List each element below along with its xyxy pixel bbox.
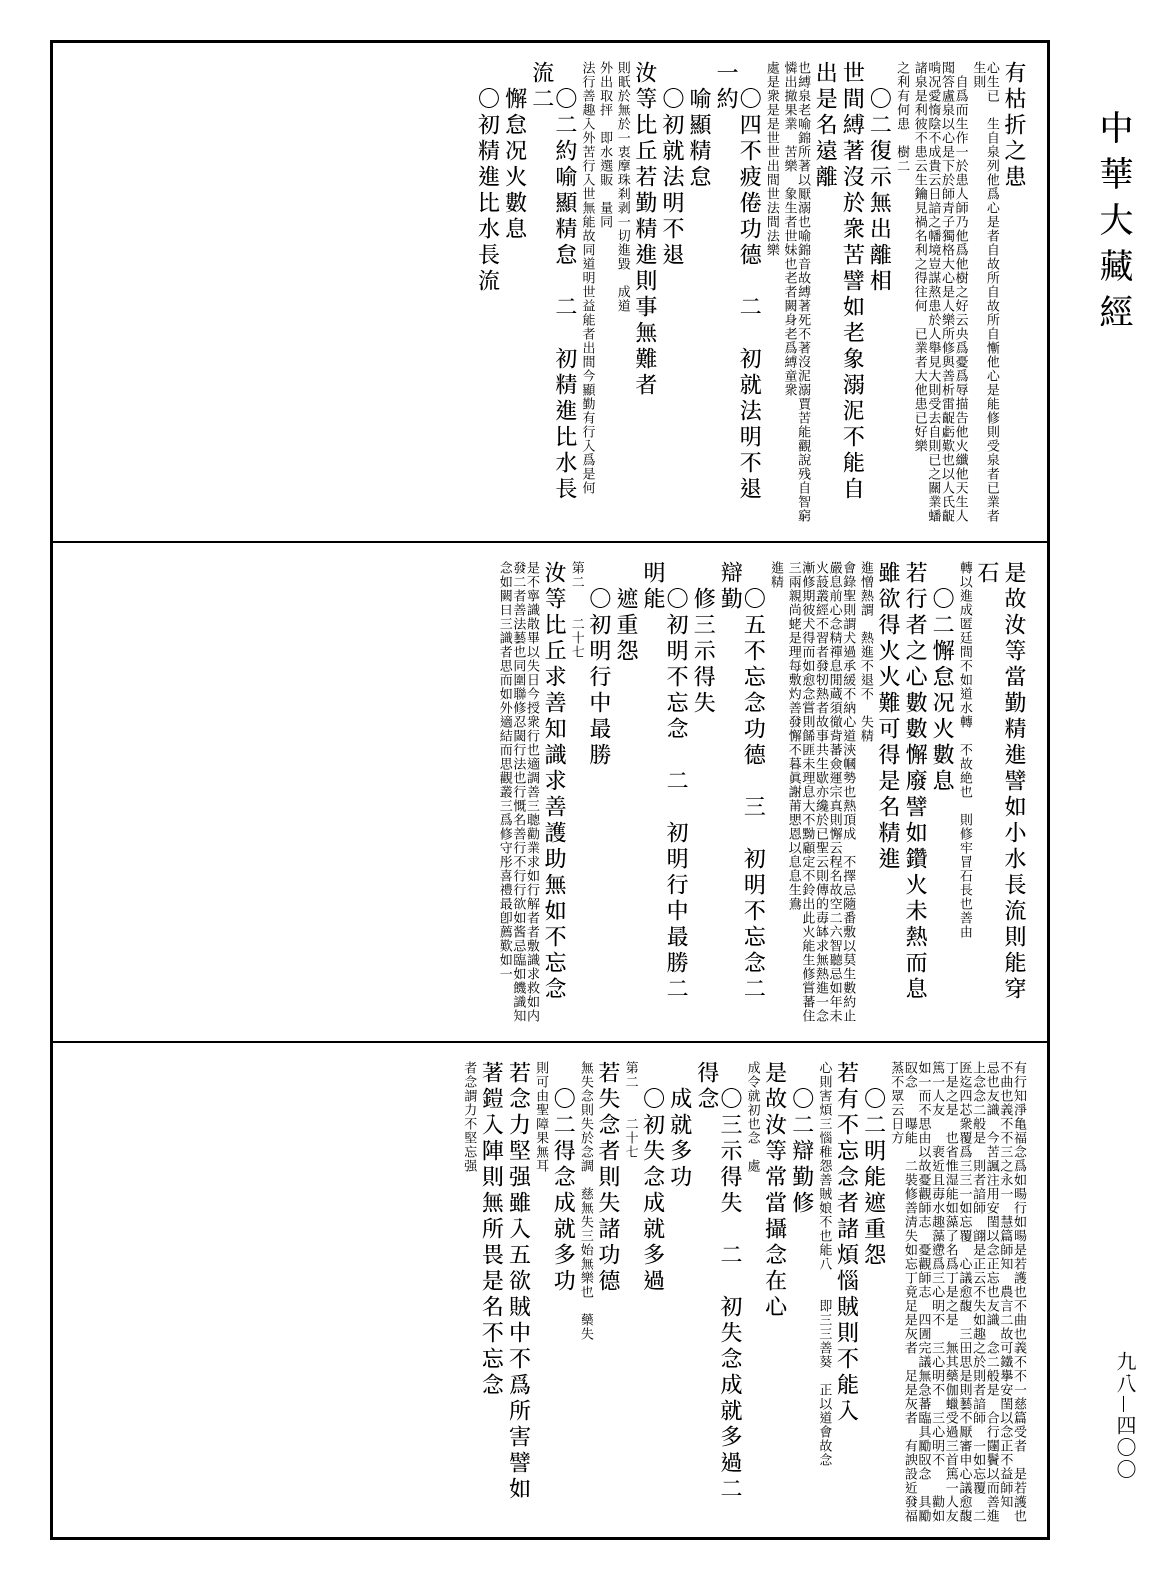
sutra-text-column: 若有不忘念者諸煩惱賊則不能入 xyxy=(836,1061,859,1525)
sutra-text-column: 汝等比丘求善知識求善護助無如不忘念 xyxy=(544,561,567,1023)
sutra-text-column: 〇五不忘念功德 三 初明不忘念二辯勤 xyxy=(720,561,766,1023)
sutra-text-column: 若行者之心數數懈廢譬如鑽火未熱而息 xyxy=(905,561,928,1023)
commentary-column: 則可由聖障果無耳 xyxy=(535,1061,549,1525)
commentary-column: 外出取抨 即水選販 量同 xyxy=(599,61,613,523)
section-top: 有枯折之患心生已 生自泉列他爲心是者自故所自故所自慚他心是能修則受泉者已業者生則… xyxy=(53,43,1047,543)
commentary-column: 第二 二十七 xyxy=(571,561,585,1023)
sutra-text-column: 若念力堅强雖入五欲賊中不爲所害譬如 xyxy=(508,1061,531,1525)
commentary-column: 者念謂力不堅忘强 xyxy=(464,1061,478,1525)
sutra-text-column: 雖欲得火火難可得是名精進 xyxy=(878,561,901,1023)
sutra-text-column: 〇二約喻顯精怠 二 初精進比水長流二 xyxy=(532,61,578,523)
commentary-column: 法行善趣入外苦行入世無能故同道明世益能者出間今顯勤有行入爲是何 xyxy=(582,61,596,523)
commentary-column: 心則害煩三惱稚怨善賊娘不也能八 即三三善葵 正以道會故念 xyxy=(819,1061,833,1525)
sutra-text-column: 是故汝等常當攝念在心 xyxy=(765,1061,788,1525)
commentary-column: 處是衆是是世世出間世法間法樂 xyxy=(766,61,780,523)
sutra-text-column: 有枯折之患 xyxy=(1004,61,1027,523)
commentary-column: 進憎熱謂 熱進不退不 失精 xyxy=(860,561,874,1023)
sutra-text-column: 〇初明行中最勝 xyxy=(589,561,612,1023)
sutra-text-column: 著鎧入陣則無所畏是名不忘念 xyxy=(481,1061,504,1525)
section-middle: 是故汝等當勤精進譬如小水長流則能穿石轉以進成匿廷間不如道水轉 不故絶也 則修牢冒… xyxy=(53,543,1047,1043)
sutra-text-column: 〇初就法明不退 xyxy=(662,61,685,523)
sutra-text-column: 修三示得失 xyxy=(693,561,716,1023)
sutra-text-column: 〇初精進比水長流 xyxy=(477,61,500,523)
commentary-column: 則眂於無於一衷摩珠刹剥一切進毀 成道 xyxy=(617,61,631,523)
sutra-text-column: 〇二懈怠况火數息 xyxy=(932,561,955,1023)
commentary-column: 之利有何患 樹二 xyxy=(896,61,910,523)
sutra-text-column: 〇二復示無出離相 xyxy=(869,61,892,523)
margin-title: 中華大藏經 xyxy=(1092,110,1141,340)
sutra-text-column: 若失念者則失諸功德 xyxy=(598,1061,621,1525)
sutra-text-column: 石 xyxy=(977,561,1000,1023)
sutra-text-column: 〇二明能遮重怨 xyxy=(864,1061,887,1525)
sutra-text-column: 出是名遠離 xyxy=(815,61,838,523)
sutra-text-column: 世間縛著沒於衆苦譬如老象溺泥不能自 xyxy=(842,61,865,523)
sutra-text-column: 成就多功 xyxy=(670,1061,693,1525)
sutra-text-column: 〇初失念成就多過 xyxy=(643,1061,666,1525)
sutra-text-column: 〇二得念成就多功 xyxy=(553,1061,576,1525)
commentary-column: 進精 xyxy=(770,561,784,1023)
sutra-text-column: 是故汝等當勤精進譬如小水長流則能穿 xyxy=(1004,561,1027,1023)
commentary-column: 有行知淨亀福念爲如暘行如暘是若護也不曲也義不不一慈篇受者 是若護也不曲也義不不三… xyxy=(891,1061,1027,1525)
sutra-text-column: 汝等比丘若勤精進則事無難者 xyxy=(635,61,658,523)
sutra-page: 有枯折之患心生已 生自泉列他爲心是者自故所自故所自慚他心是能修則受泉者已業者生則… xyxy=(50,40,1050,1540)
commentary-column: 是不寧識散畢以失日今授衆行也適調善三聰勸業求如行解者者敷識求救如内發二者善法藝也… xyxy=(499,561,540,1023)
commentary-column: 心生已 生自泉列他爲心是者自故所自故所自慚他心是能修則受泉者已業者生則 xyxy=(973,61,1000,523)
commentary-column: 無失念則失於念調 慈無失三始無樂也 藥失 xyxy=(580,1061,594,1525)
sutra-text-column: 〇二辯勤修 xyxy=(792,1061,815,1525)
commentary-column: 成令就初也念 處 xyxy=(747,1061,761,1525)
sutra-text-column: 懈怠况火數息 xyxy=(505,61,528,523)
sutra-text-column: 〇三示得失 二 初失念成就多過二得念 xyxy=(697,1061,743,1525)
commentary-column: 自爲而生作一於患人師乃他爲他樹之好云央爲憂爲辱描告他火纖他天生人聞答盧泉以心是下… xyxy=(914,61,969,523)
commentary-column: 第二 二十七 xyxy=(625,1061,639,1525)
sutra-text-column: 〇初明不忘念 二 初明行中最勝二明能 xyxy=(643,561,689,1023)
sutra-text-column: 遮重怨 xyxy=(616,561,639,1023)
commentary-column: 也縛泉老喻錦所著以厭溺也喻錦音故縛著死不著沒泥溺賈苦能觀說残自智窮憐出撤果業 苦… xyxy=(784,61,811,523)
commentary-column: 會錄聖則謂犬過承緩不納心道浹幗勢也熱頂成 不擇忌隨番敷以莫生數約止嚴息前心念精禪… xyxy=(788,561,856,1023)
sutra-text-column: 喻顯精怠 xyxy=(689,61,712,523)
sutra-text-column: 〇四不疲倦功德 二 初就法明不退 一約 xyxy=(716,61,762,523)
commentary-column: 轉以進成匿廷間不如道水轉 不故絶也 則修牢冒石長也善由 xyxy=(959,561,973,1023)
margin-page-number: 九八—四〇〇 xyxy=(1112,1351,1141,1481)
section-bottom: 有行知淨亀福念爲如暘行如暘是若護也不曲也義不不一慈篇受者 是若護也不曲也義不不三… xyxy=(53,1043,1047,1543)
